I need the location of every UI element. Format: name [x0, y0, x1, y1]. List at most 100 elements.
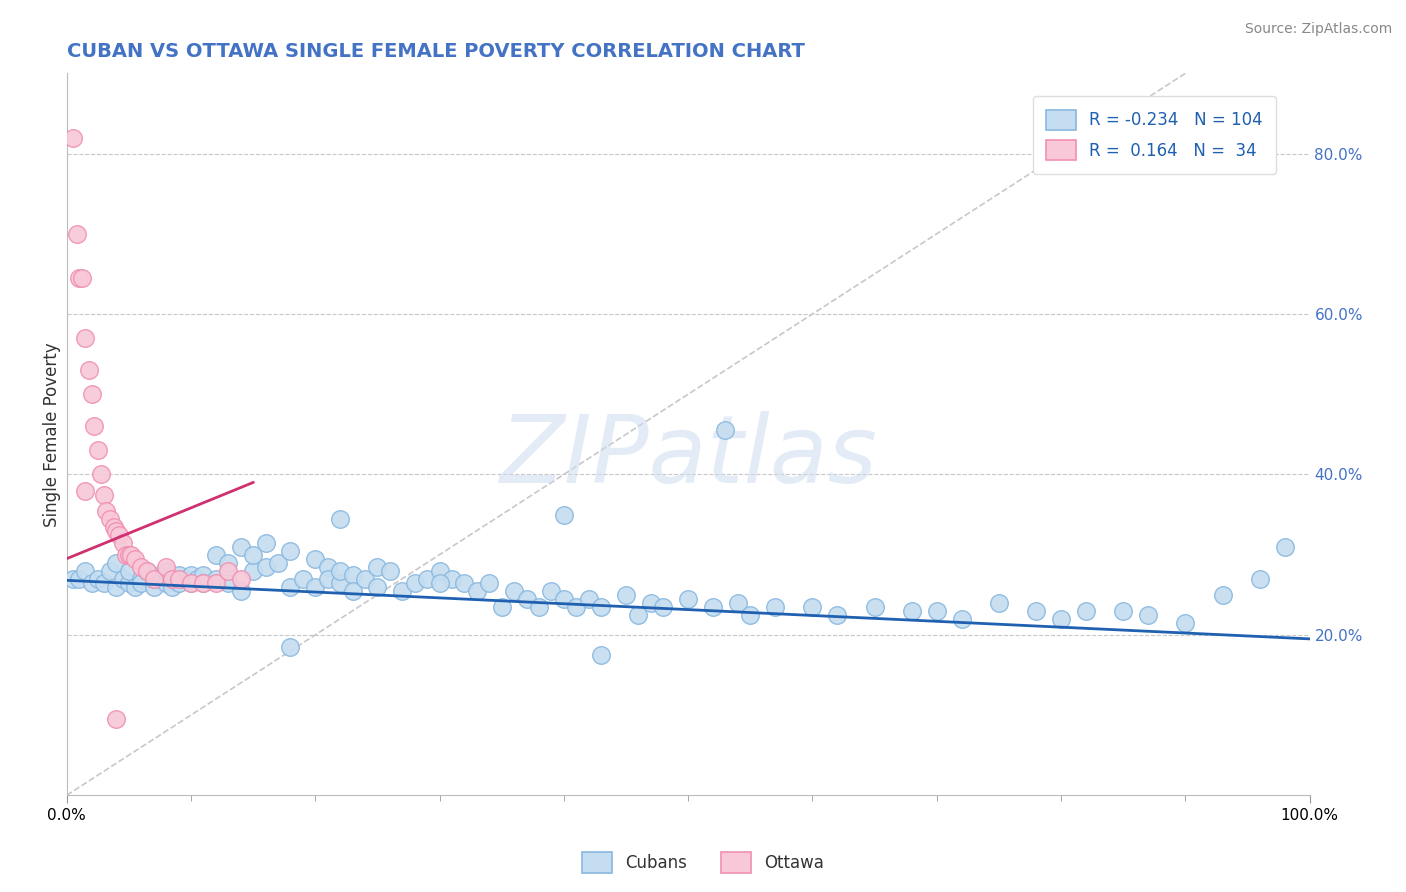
Point: [465, 583, 488, 598]
Point: [103, 519, 125, 533]
Point: [242, 548, 264, 562]
Point: [155, 564, 177, 578]
Point: [118, 564, 141, 578]
Point: [67, 271, 90, 285]
Point: [124, 580, 146, 594]
Point: [186, 572, 208, 586]
Point: [167, 572, 190, 586]
Point: [1112, 604, 1135, 618]
Point: [591, 648, 613, 662]
Point: [80, 387, 103, 401]
Point: [75, 331, 97, 345]
Point: [987, 596, 1010, 610]
Point: [825, 607, 848, 622]
Point: [155, 559, 177, 574]
Point: [129, 575, 152, 590]
Point: [578, 591, 600, 606]
Point: [124, 551, 146, 566]
Point: [565, 599, 588, 614]
Point: [429, 575, 451, 590]
Point: [83, 419, 105, 434]
Point: [75, 564, 97, 578]
Point: [118, 575, 141, 590]
Point: [280, 640, 302, 654]
Point: [111, 572, 134, 586]
Point: [316, 572, 339, 586]
Point: [129, 559, 152, 574]
Point: [280, 580, 302, 594]
Point: [67, 572, 90, 586]
Point: [1174, 615, 1197, 630]
Point: [105, 524, 128, 538]
Point: [329, 575, 352, 590]
Point: [217, 556, 239, 570]
Point: [77, 363, 100, 377]
Point: [1074, 604, 1097, 618]
Point: [416, 572, 439, 586]
Point: [591, 599, 613, 614]
Point: [1136, 607, 1159, 622]
Point: [925, 604, 948, 618]
Point: [652, 599, 675, 614]
Text: CUBAN VS OTTAWA SINGLE FEMALE POVERTY CORRELATION CHART: CUBAN VS OTTAWA SINGLE FEMALE POVERTY CO…: [66, 42, 804, 61]
Point: [404, 575, 426, 590]
Point: [193, 575, 215, 590]
Point: [1025, 604, 1047, 618]
Point: [193, 575, 215, 590]
Point: [105, 556, 128, 570]
Point: [267, 556, 290, 570]
Point: [740, 607, 762, 622]
Point: [111, 535, 134, 549]
Point: [75, 483, 97, 498]
Point: [229, 540, 252, 554]
Legend: R = -0.234   N = 104, R =  0.164   N =  34: R = -0.234 N = 104, R = 0.164 N = 34: [1032, 96, 1277, 174]
Point: [901, 604, 924, 618]
Point: [354, 572, 377, 586]
Point: [727, 596, 749, 610]
Point: [291, 572, 314, 586]
Point: [801, 599, 824, 614]
Point: [329, 564, 352, 578]
Point: [149, 567, 172, 582]
Point: [173, 572, 195, 586]
Point: [1274, 540, 1296, 554]
Point: [217, 575, 239, 590]
Point: [503, 583, 526, 598]
Point: [180, 567, 202, 582]
Point: [129, 572, 152, 586]
Point: [540, 583, 562, 598]
Point: [378, 564, 401, 578]
Y-axis label: Single Female Poverty: Single Female Poverty: [44, 342, 60, 526]
Point: [108, 527, 131, 541]
Point: [440, 572, 463, 586]
Point: [105, 580, 128, 594]
Point: [118, 548, 141, 562]
Point: [142, 572, 165, 586]
Point: [204, 575, 226, 590]
Point: [105, 712, 128, 726]
Point: [280, 543, 302, 558]
Point: [429, 564, 451, 578]
Point: [229, 583, 252, 598]
Point: [98, 564, 121, 578]
Point: [316, 559, 339, 574]
Point: [180, 575, 202, 590]
Point: [120, 548, 142, 562]
Point: [366, 559, 388, 574]
Text: Source: ZipAtlas.com: Source: ZipAtlas.com: [1244, 22, 1392, 37]
Point: [515, 591, 537, 606]
Point: [702, 599, 724, 614]
Point: [167, 567, 190, 582]
Point: [304, 551, 326, 566]
Point: [491, 599, 513, 614]
Point: [204, 572, 226, 586]
Point: [254, 535, 277, 549]
Point: [90, 467, 112, 482]
Text: ZIPatlas: ZIPatlas: [499, 410, 877, 501]
Point: [98, 511, 121, 525]
Point: [62, 572, 84, 586]
Point: [93, 575, 115, 590]
Point: [763, 599, 786, 614]
Point: [614, 588, 637, 602]
Point: [304, 580, 326, 594]
